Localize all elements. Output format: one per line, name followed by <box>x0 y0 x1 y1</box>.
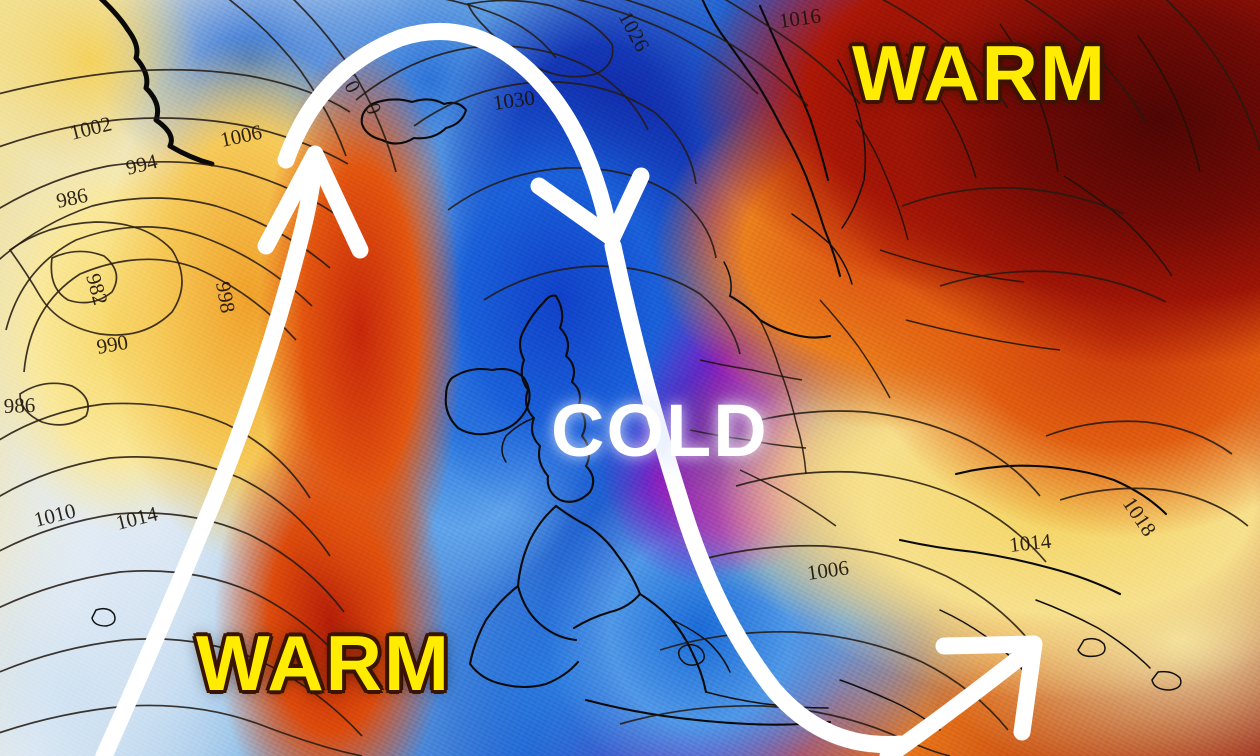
warm-label-northeast: WARM <box>852 29 1107 117</box>
isobar-label: 1006 <box>805 555 850 585</box>
isobar-label: 1014 <box>1008 529 1053 557</box>
warm-label-southwest: WARM <box>196 619 451 707</box>
isobar-label: 1030 <box>491 85 536 115</box>
cold-label-center: COLD <box>551 389 769 472</box>
cold-advection-arrow <box>277 23 909 754</box>
isobar-label: 990 <box>95 330 130 359</box>
isobar-label: 986 <box>3 393 35 418</box>
isobar-label: 998 <box>211 280 240 315</box>
warm-advection-left-arrow <box>95 145 369 756</box>
warm-advection-right-arrow <box>879 635 1043 756</box>
isobar-label: 1016 <box>777 3 822 33</box>
